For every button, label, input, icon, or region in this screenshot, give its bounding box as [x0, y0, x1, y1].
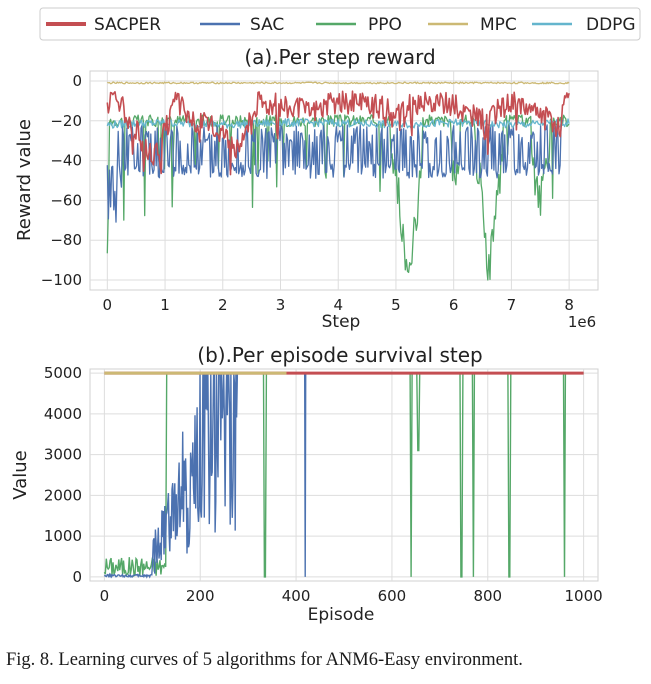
chart-a-series-mpc — [107, 81, 570, 85]
chartA-xtick-label: 3 — [276, 296, 286, 314]
legend-label-mpc: MPC — [480, 15, 517, 35]
chartA-xtick-label: 4 — [333, 296, 343, 314]
chart-b-series-sac — [103, 372, 307, 579]
chartB-ytick-label: 4000 — [44, 405, 82, 423]
chart-per-episode-survival: (b).Per episode survival step 0 200 400 600… — [10, 343, 603, 625]
chart-b-xlabel: Episode — [308, 605, 375, 625]
chart-a-title: (a).Per step reward — [244, 45, 435, 69]
chartA-xtick-label: 0 — [103, 296, 113, 314]
chartB-xtick-label: 200 — [186, 587, 215, 605]
chartB-xtick-label: 400 — [282, 587, 311, 605]
legend-label-ddpg: DDPG — [586, 15, 636, 35]
chartA-ytick-label: 0 — [72, 72, 82, 90]
chartA-ytick-label: −20 — [50, 112, 82, 130]
chartA-xtick-label: 6 — [449, 296, 459, 314]
legend-label-sac: SAC — [250, 15, 284, 35]
chart-b-plot-area — [89, 368, 599, 582]
chart-a-ylabel: Reward value — [14, 119, 35, 241]
chartA-xtick-label: 5 — [391, 296, 401, 314]
chart-a-series-sacper — [106, 90, 570, 176]
chartB-ytick-label: 0 — [72, 568, 82, 586]
chartB-xtick-label: 1000 — [565, 587, 603, 605]
chartA-xtick-label: 8 — [564, 296, 574, 314]
legend-label-ppo: PPO — [368, 15, 402, 35]
chartB-xtick-label: 800 — [473, 587, 502, 605]
chartA-ytick-label: −80 — [50, 231, 82, 249]
chartA-xtick-label: 2 — [218, 296, 228, 314]
legend-label-sacper: SACPER — [94, 15, 161, 35]
chart-b-title: (b).Per episode survival step — [197, 343, 482, 367]
chartA-xtick-label: 1 — [160, 296, 170, 314]
legend: SACPER SAC PPO MPC DDPG — [39, 7, 641, 41]
chartB-ytick-label: 2000 — [44, 486, 82, 504]
chart-b-ylabel: Value — [10, 450, 31, 499]
chartA-ytick-label: −40 — [50, 152, 82, 170]
chartB-xtick-label: 600 — [378, 587, 407, 605]
chartA-xtick-label: 7 — [507, 296, 517, 314]
chart-a-offset-label: 1e6 — [568, 313, 596, 331]
chartB-ytick-label: 3000 — [44, 446, 82, 464]
chartB-ytick-label: 1000 — [44, 527, 82, 545]
chartA-ytick-label: −100 — [41, 271, 82, 289]
chart-a-series-sac — [106, 120, 564, 223]
chart-a-series-ddpg — [106, 118, 570, 129]
chartA-ytick-label: −60 — [50, 191, 82, 209]
figure-caption: Fig. 8. Learning curves of 5 algorithms … — [6, 650, 523, 670]
chart-per-step-reward: (a).Per step reward 0 1 2 3 4 5 6 7 8 0 −20 −40 −60 −… — [14, 45, 599, 332]
chartB-ytick-label: 5000 — [44, 364, 82, 382]
chartB-xtick-label: 0 — [100, 587, 110, 605]
chart-a-xlabel: Step — [322, 312, 361, 332]
